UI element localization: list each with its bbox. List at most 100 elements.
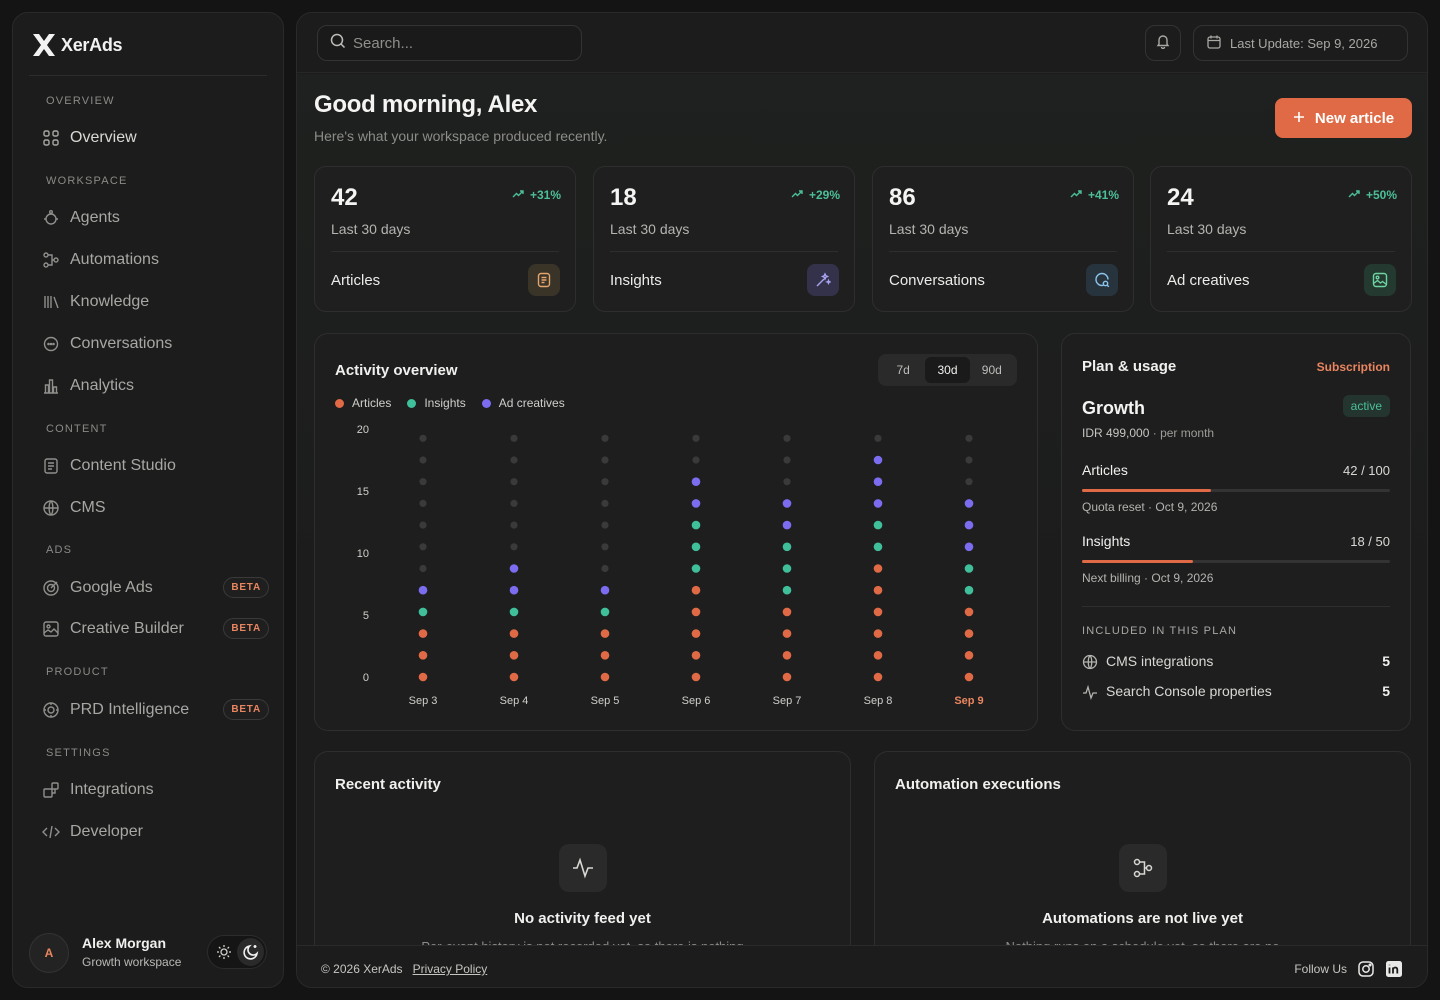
data-dot [964, 585, 974, 595]
search-box[interactable] [317, 25, 582, 61]
sidebar-item-prd-intelligence[interactable]: PRD Intelligence BETA [41, 694, 271, 726]
moon-icon[interactable] [237, 938, 264, 966]
theme-toggle[interactable] [207, 935, 267, 969]
sidebar-item-agents[interactable]: Agents [41, 202, 271, 234]
notifications-button[interactable] [1145, 25, 1181, 61]
footer: © 2026 XerAds Privacy Policy Follow Us [297, 945, 1427, 987]
data-dot [964, 499, 974, 508]
instagram-icon[interactable] [1357, 960, 1375, 983]
sidebar-item-automations[interactable]: Automations [41, 244, 271, 276]
y-tick-label: 0 [363, 672, 369, 684]
empty-dot [783, 434, 791, 442]
x-tick-label: Sep 5 [591, 695, 620, 707]
automation-title: Automation executions [895, 776, 1061, 793]
sun-icon[interactable] [210, 938, 237, 966]
linkedin-icon[interactable] [1385, 960, 1403, 983]
cog-brain-icon [41, 700, 61, 720]
last-update-button[interactable]: Last Update: Sep 9, 2026 [1193, 25, 1408, 61]
sidebar-item-integrations[interactable]: Integrations [41, 774, 271, 806]
data-dot [873, 672, 883, 682]
privacy-policy-link[interactable]: Privacy Policy [412, 962, 488, 976]
range-30d[interactable]: 30d [925, 357, 970, 383]
legend-item-articles: Articles [335, 396, 391, 410]
sidebar-item-label: Content Studio [70, 457, 176, 474]
activity-chart: 0 5 10 15 20 Sep 3 Sep 4 Sep 5 Sep 6 Sep 7 Sep 8 Se… [357, 424, 984, 707]
usage-value: 42 / 100 [1343, 463, 1390, 478]
y-tick-label: 15 [357, 486, 369, 498]
follow-us-label: Follow Us [1294, 962, 1347, 976]
data-dot [509, 651, 519, 660]
usage-articles: Articles 42 / 100 [1082, 462, 1390, 478]
stat-value: 18 [610, 184, 637, 211]
recent-title: Recent activity [335, 776, 441, 793]
empty-dot [419, 499, 427, 507]
data-dot [691, 672, 701, 682]
subscription-link[interactable]: Subscription [1316, 360, 1390, 374]
data-dot [873, 629, 883, 638]
avatar[interactable]: A [29, 933, 69, 973]
plan-panel: Plan & usage Subscription Growth active … [1061, 333, 1411, 731]
included-title: INCLUDED IN THIS PLAN [1082, 625, 1238, 637]
empty-dot [419, 521, 427, 529]
legend-item-ad-creatives: Ad creatives [481, 396, 565, 410]
plan-name: Growth [1082, 398, 1145, 418]
workspace-name: Growth workspace [82, 955, 182, 969]
stat-delta: +41% [1070, 188, 1119, 202]
brand-logo[interactable]: XerAds [31, 33, 123, 57]
chat-search-icon [1086, 264, 1118, 296]
sidebar-item-content-studio[interactable]: Content Studio [41, 450, 271, 482]
sidebar-item-label: Knowledge [70, 293, 150, 310]
stat-delta: +50% [1348, 188, 1397, 202]
pulse-icon [1082, 684, 1098, 703]
data-dot [418, 651, 428, 660]
sidebar-item-cms[interactable]: CMS [41, 492, 271, 524]
search-icon [330, 33, 346, 54]
empty-dot [419, 456, 427, 464]
empty-dot [510, 456, 518, 464]
sidebar-item-google-ads[interactable]: Google Ads BETA [41, 572, 271, 604]
stat-card-articles[interactable]: 42 +31% Last 30 days Articles [314, 166, 576, 312]
plus-icon [1293, 110, 1305, 127]
chat-bubble-icon [41, 334, 61, 354]
section-content: CONTENT [46, 423, 108, 435]
data-dot [873, 585, 883, 595]
new-article-button[interactable]: New article [1275, 98, 1412, 138]
data-dot [691, 520, 701, 530]
range-7d[interactable]: 7d [896, 363, 910, 377]
range-90d[interactable]: 90d [981, 363, 1002, 377]
data-dot [691, 542, 701, 552]
user-profile[interactable]: A Alex Morgan Growth workspace [29, 931, 269, 981]
sidebar-item-label: Integrations [70, 781, 154, 798]
data-dot [873, 499, 883, 508]
data-dot [782, 629, 792, 638]
section-overview: OVERVIEW [46, 95, 115, 107]
stat-card-ad-creatives[interactable]: 24 +50% Last 30 days Ad creatives [1150, 166, 1412, 312]
data-dot [782, 499, 792, 508]
x-tick-label: Sep 7 [773, 695, 802, 707]
sidebar-item-conversations[interactable]: Conversations [41, 328, 271, 360]
empty-dot [601, 543, 609, 551]
data-dot [600, 585, 610, 595]
sidebar-item-overview[interactable]: Overview [41, 122, 271, 154]
stat-delta: +31% [512, 188, 561, 202]
sidebar-item-analytics[interactable]: Analytics [41, 370, 271, 402]
stat-card-insights[interactable]: 18 +29% Last 30 days Insights [593, 166, 855, 312]
range-selector[interactable]: 7d 30d 90d [878, 354, 1017, 386]
empty-dot [601, 564, 609, 573]
empty-dot [510, 434, 518, 442]
data-dot [964, 520, 974, 530]
data-dot [964, 672, 974, 682]
empty-dot [783, 456, 791, 464]
data-dot [964, 542, 974, 552]
empty-dot [601, 478, 609, 486]
empty-dot [419, 564, 427, 573]
status-badge: active [1342, 395, 1390, 417]
y-tick-label: 20 [357, 424, 369, 436]
empty-title: No activity feed yet [514, 910, 651, 927]
sidebar-item-developer[interactable]: Developer [41, 816, 271, 848]
usage-note: Quota reset · Oct 9, 2026 [1082, 500, 1218, 514]
sidebar-item-creative-builder[interactable]: Creative Builder BETA [41, 613, 271, 645]
stat-card-conversations[interactable]: 86 +41% Last 30 days Conversations [872, 166, 1134, 312]
search-input[interactable] [353, 34, 563, 52]
sidebar-item-knowledge[interactable]: Knowledge [41, 286, 271, 318]
